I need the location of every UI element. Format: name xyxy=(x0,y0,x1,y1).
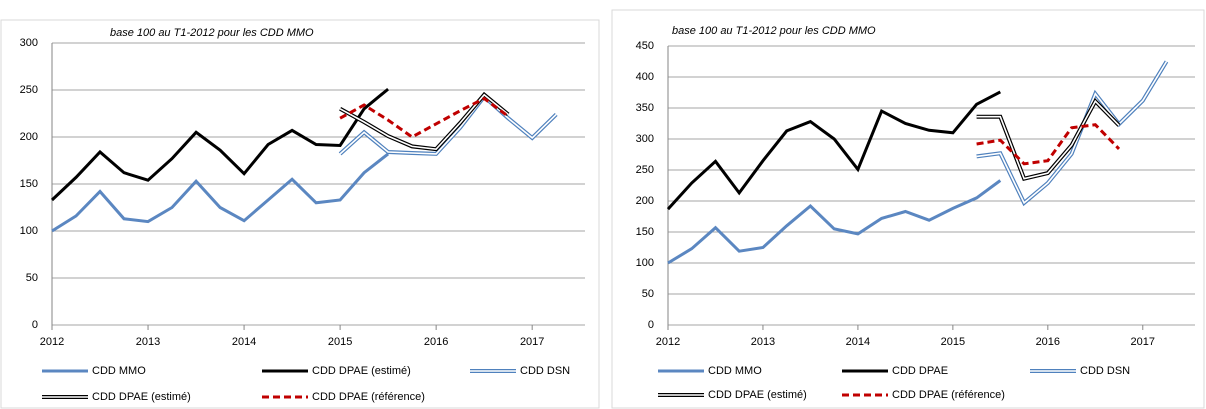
y-tick-label: 200 xyxy=(636,195,654,207)
series-line xyxy=(976,123,1121,166)
legend-label: CDD DSN xyxy=(520,365,570,377)
legend-label: CDD DPAE (estimé) xyxy=(312,365,411,377)
y-tick-label: 150 xyxy=(20,178,38,190)
series-line xyxy=(976,99,1120,180)
legend-label: CDD MMO xyxy=(708,365,762,377)
y-tick-label: 50 xyxy=(26,272,38,284)
series-line xyxy=(50,87,390,202)
series-line xyxy=(339,96,510,139)
y-tick-label: 100 xyxy=(20,225,38,237)
series-line xyxy=(666,90,1001,211)
panel-frame xyxy=(0,19,600,409)
y-tick-label: 50 xyxy=(642,288,654,300)
y-tick-label: 350 xyxy=(636,102,654,114)
y-tick-label: 0 xyxy=(648,319,654,331)
x-tick-label: 2012 xyxy=(40,336,64,348)
legend-label: CDD DPAE (référence) xyxy=(892,389,1005,401)
y-tick-label: 250 xyxy=(20,84,38,96)
x-tick-label: 2015 xyxy=(328,336,352,348)
series-line xyxy=(339,95,557,155)
x-tick-label: 2016 xyxy=(1036,336,1060,348)
panel-frame xyxy=(611,9,1205,409)
x-tick-label: 2016 xyxy=(424,336,448,348)
x-tick-label: 2013 xyxy=(751,336,775,348)
legend-label: CDD DSN xyxy=(1080,365,1130,377)
legend-label: CDD DPAE (référence) xyxy=(312,391,425,403)
series-line xyxy=(51,152,390,233)
x-tick-label: 2017 xyxy=(1131,336,1155,348)
legend-label: CDD DPAE (estimé) xyxy=(708,389,807,401)
annotation: base 100 au T1-2012 pour les CDD MMO xyxy=(672,25,876,37)
x-tick-label: 2013 xyxy=(136,336,160,348)
annotation: base 100 au T1-2012 pour les CDD MMO xyxy=(110,27,314,39)
series-line xyxy=(667,179,1002,265)
legend-label: CDD DPAE xyxy=(892,365,948,377)
y-tick-label: 100 xyxy=(636,257,654,269)
legend-label: CDD DPAE (estimé) xyxy=(92,391,191,403)
x-tick-label: 2014 xyxy=(232,336,256,348)
x-tick-label: 2017 xyxy=(520,336,544,348)
series-line xyxy=(339,93,509,151)
legend-label: CDD MMO xyxy=(92,365,146,377)
y-tick-label: 300 xyxy=(636,133,654,145)
y-tick-label: 0 xyxy=(32,319,38,331)
y-tick-label: 450 xyxy=(636,40,654,52)
y-tick-label: 400 xyxy=(636,71,654,83)
y-tick-label: 200 xyxy=(20,131,38,143)
series-line xyxy=(976,97,1121,182)
x-tick-label: 2014 xyxy=(846,336,870,348)
x-tick-label: 2012 xyxy=(656,336,680,348)
x-tick-label: 2015 xyxy=(941,336,965,348)
y-tick-label: 250 xyxy=(636,164,654,176)
series-line xyxy=(976,61,1168,205)
y-tick-label: 300 xyxy=(20,37,38,49)
y-tick-label: 150 xyxy=(636,226,654,238)
